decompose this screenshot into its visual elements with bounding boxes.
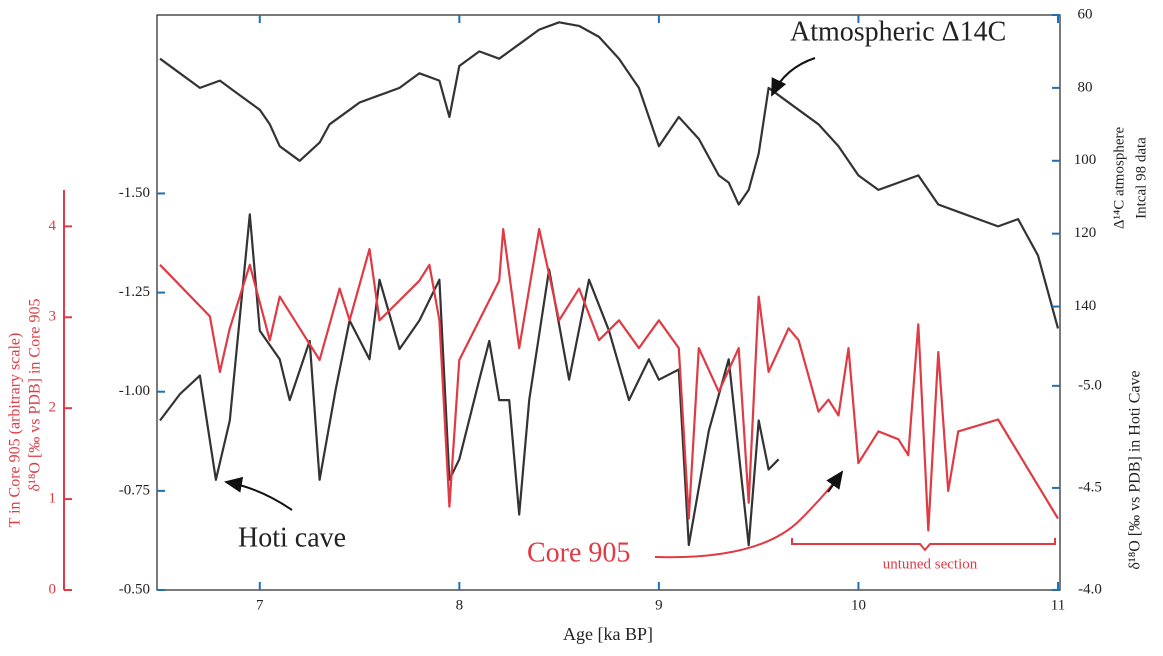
x-tick-label: 10 [851, 597, 866, 613]
annotation: Core 905 [527, 537, 630, 568]
y2-tick-label: 60 [1078, 6, 1093, 22]
y2-tick-label: 100 [1074, 152, 1097, 168]
t-tick-label: 1 [49, 491, 57, 507]
series-line [159, 21, 1060, 329]
y-axis-label: δ¹⁸O [‰ vs PDB] in Core 905 [27, 298, 44, 491]
t-tick-label: 3 [49, 309, 57, 325]
t-tick-label: 2 [49, 400, 57, 416]
y-tick-label: -1.00 [119, 383, 150, 399]
arrow [224, 476, 293, 511]
bracket [791, 538, 1056, 552]
t-tick-label: 0 [49, 581, 57, 597]
marks [159, 21, 1060, 547]
y2-axis-label: Intcal 98 data [1133, 137, 1149, 219]
plot-frame [156, 14, 1061, 591]
arrow [771, 57, 816, 97]
x-tick-label: 11 [1051, 597, 1065, 613]
arrow [654, 474, 841, 559]
y-tick-label: -1.25 [119, 284, 150, 300]
t-axis-label: T in Core 905 (arbitrary scale) [7, 333, 24, 528]
y-tick-label: -0.50 [119, 581, 150, 597]
y2-tick-label: 140 [1074, 298, 1097, 314]
y-tick-label: -0.75 [119, 482, 150, 498]
x-tick-label: 9 [655, 597, 663, 613]
annotation: untuned section [883, 556, 978, 572]
annotation: Atmospheric Δ14C [790, 16, 1006, 47]
series-line [159, 228, 1059, 532]
y3-tick-label: -4.5 [1078, 479, 1102, 495]
t-tick-label: 4 [49, 218, 57, 234]
x-tick-label: 7 [256, 597, 264, 613]
y3-tick-label: -4.0 [1078, 581, 1102, 597]
y-tick-label: -1.50 [119, 185, 150, 201]
x-axis-label: Age [ka BP] [563, 624, 653, 644]
annotation: Hoti cave [238, 522, 346, 553]
y3-tick-label: -5.0 [1078, 377, 1102, 393]
y2-tick-label: 80 [1078, 79, 1093, 95]
y2-tick-label: 120 [1074, 225, 1097, 241]
y3-axis-label: δ¹⁸O [‰ vs PDB] in Hoti Cave [1127, 370, 1144, 569]
arrow [826, 470, 844, 493]
series-line [159, 213, 780, 547]
y2-axis-label: Δ¹⁴C atmosphere [1111, 127, 1127, 230]
x-tick-label: 8 [456, 597, 464, 613]
